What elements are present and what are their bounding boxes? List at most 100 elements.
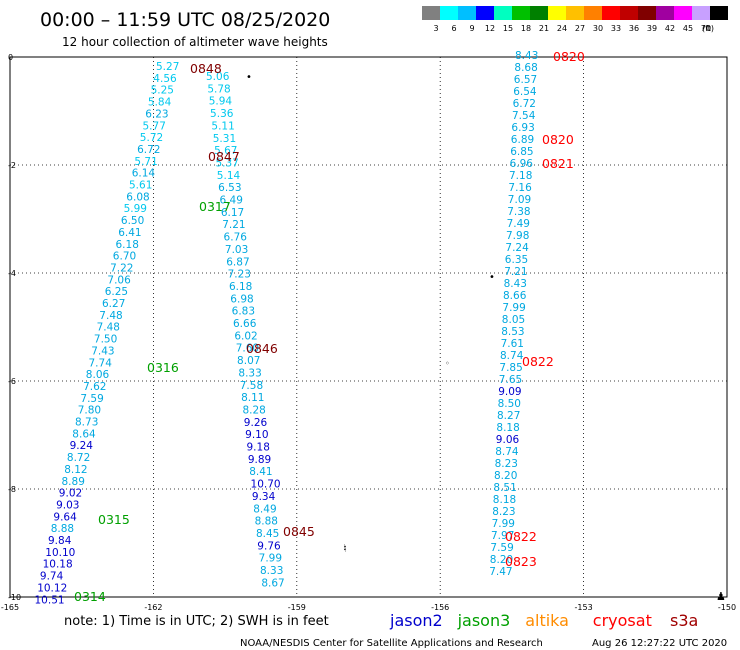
y-tick-label: -4 bbox=[8, 269, 16, 278]
colorbar-label: 9 bbox=[469, 24, 474, 33]
swh-value: 8.72 bbox=[67, 452, 90, 464]
colorbar-swatch bbox=[548, 6, 566, 20]
swh-value: 9.09 bbox=[498, 386, 521, 398]
swh-value: 7.99 bbox=[492, 518, 515, 530]
swh-value: 8.88 bbox=[255, 516, 278, 528]
swh-value: 5.37 bbox=[215, 157, 238, 169]
x-tick-label: -165 bbox=[1, 603, 19, 612]
swh-value: 5.61 bbox=[129, 180, 152, 192]
swh-value: 8.51 bbox=[493, 482, 516, 494]
pass-time-label: 0846 bbox=[246, 341, 278, 356]
swh-value: 6.49 bbox=[220, 195, 243, 207]
colorbar-label: 33 bbox=[611, 24, 621, 33]
swh-value: 7.50 bbox=[94, 334, 117, 346]
swh-value: 7.62 bbox=[83, 381, 106, 393]
swh-value: 5.11 bbox=[211, 120, 234, 132]
swh-value: 8.68 bbox=[514, 62, 537, 74]
colorbar-label: 27 bbox=[575, 24, 585, 33]
y-tick-label: -8 bbox=[8, 485, 16, 494]
swh-value: 6.70 bbox=[113, 251, 136, 263]
colorbar-swatch bbox=[476, 6, 494, 20]
swh-value: 8.18 bbox=[493, 494, 516, 506]
x-tick-label: -153 bbox=[575, 603, 593, 612]
swh-value: 10.10 bbox=[45, 547, 75, 559]
swh-value: 8.18 bbox=[496, 422, 519, 434]
colorbar-label: 24 bbox=[557, 24, 567, 33]
swh-value: 6.87 bbox=[226, 256, 249, 268]
x-tick-label: -159 bbox=[288, 603, 306, 612]
swh-value: 8.74 bbox=[495, 446, 519, 458]
swh-value: 6.89 bbox=[511, 134, 534, 146]
axis-tick-labels: -165 -162 -159 -156 -153 -150 0 -2 -4 -6 -8 -10 bbox=[1, 53, 736, 612]
swh-value: 9.84 bbox=[48, 535, 72, 547]
swh-value: 10.51 bbox=[35, 594, 65, 606]
legend-entry: s3a bbox=[670, 611, 698, 630]
swh-value: 7.74 bbox=[89, 357, 113, 369]
swh-value: 7.06 bbox=[107, 274, 131, 286]
swh-value: 7.98 bbox=[506, 230, 529, 242]
swh-value: 8.50 bbox=[498, 398, 521, 410]
swh-value: 7.38 bbox=[507, 206, 530, 218]
swh-value: 6.57 bbox=[514, 74, 537, 86]
swh-value: 9.10 bbox=[245, 429, 268, 441]
pass-time-label: 0820 bbox=[542, 132, 574, 147]
colorbar-label: 39 bbox=[647, 24, 657, 33]
chart-subtitle: 12 hour collection of altimeter wave hei… bbox=[62, 35, 328, 49]
swh-value: 7.43 bbox=[91, 345, 114, 357]
swh-value: 5.31 bbox=[213, 133, 236, 145]
swh-value: 7.24 bbox=[505, 242, 529, 254]
colorbar-swatch bbox=[692, 6, 710, 20]
colorbar-swatch bbox=[620, 6, 638, 20]
swh-value: 6.18 bbox=[229, 281, 252, 293]
legend-entry: jason2 bbox=[389, 611, 443, 630]
swh-value: 5.94 bbox=[209, 96, 233, 108]
swh-value: 6.27 bbox=[102, 298, 125, 310]
swh-value: 8.45 bbox=[256, 528, 279, 540]
colorbar-swatch bbox=[494, 6, 512, 20]
swh-value: 5.78 bbox=[207, 83, 230, 95]
colorbar-label: 21 bbox=[539, 24, 549, 33]
marker-dot: ◦ bbox=[445, 359, 450, 368]
swh-value: 7.59 bbox=[490, 542, 513, 554]
colorbar-swatch bbox=[656, 6, 674, 20]
swh-value: 8.89 bbox=[62, 476, 85, 488]
swh-value: 7.58 bbox=[240, 380, 263, 392]
swh-value: 6.72 bbox=[137, 144, 160, 156]
wave-height-tracks: 5.274.565.255.846.235.775.726.725.716.14… bbox=[35, 50, 539, 606]
chart-title: 00:00 – 11:59 UTC 08/25/2020 bbox=[40, 9, 330, 31]
swh-value: 7.60 bbox=[236, 343, 259, 355]
swh-value: 8.53 bbox=[501, 326, 524, 338]
colorbar-label: 36 bbox=[629, 24, 639, 33]
swh-value: 6.18 bbox=[116, 239, 139, 251]
swh-value: 10.18 bbox=[43, 559, 73, 571]
pass-time-label: 0316 bbox=[147, 360, 179, 375]
swh-value: 8.88 bbox=[51, 523, 74, 535]
colorbar-swatch bbox=[422, 6, 440, 20]
colorbar-swatch bbox=[530, 6, 548, 20]
swh-value: 9.64 bbox=[53, 511, 77, 523]
swh-value: 7.65 bbox=[499, 374, 522, 386]
pass-time-label: 0845 bbox=[283, 524, 315, 539]
footer-note: note: 1) Time is in UTC; 2) SWH is in fe… bbox=[64, 614, 329, 629]
x-tick-label: -162 bbox=[144, 603, 162, 612]
pass-time-labels: 0848 0847 0317 0846 0316 0845 0315 0314 0820 0820… bbox=[74, 49, 585, 604]
swh-value: 6.08 bbox=[126, 191, 149, 203]
swh-value: 7.22 bbox=[110, 262, 133, 274]
colorbar-label: 12 bbox=[485, 24, 495, 33]
swh-value: 7.21 bbox=[504, 266, 527, 278]
swh-value: 4.56 bbox=[153, 73, 177, 85]
swh-value: 6.41 bbox=[118, 227, 141, 239]
swh-value: 6.14 bbox=[132, 168, 156, 180]
swh-value: 8.67 bbox=[261, 577, 284, 589]
swh-value: 9.89 bbox=[248, 454, 271, 466]
swh-value: 8.43 bbox=[515, 50, 538, 62]
legend-entry: jason3 bbox=[457, 611, 511, 630]
swh-value: 8.11 bbox=[241, 392, 264, 404]
swh-value: 9.26 bbox=[244, 417, 268, 429]
swh-value: 9.03 bbox=[56, 499, 79, 511]
satellite-legend: jason2 jason3 altika cryosat s3a bbox=[389, 611, 698, 630]
y-tick-label: -10 bbox=[8, 593, 21, 602]
swh-value: 7.49 bbox=[507, 218, 530, 230]
swh-value: 6.98 bbox=[230, 293, 253, 305]
x-tick-label: -150 bbox=[718, 603, 736, 612]
